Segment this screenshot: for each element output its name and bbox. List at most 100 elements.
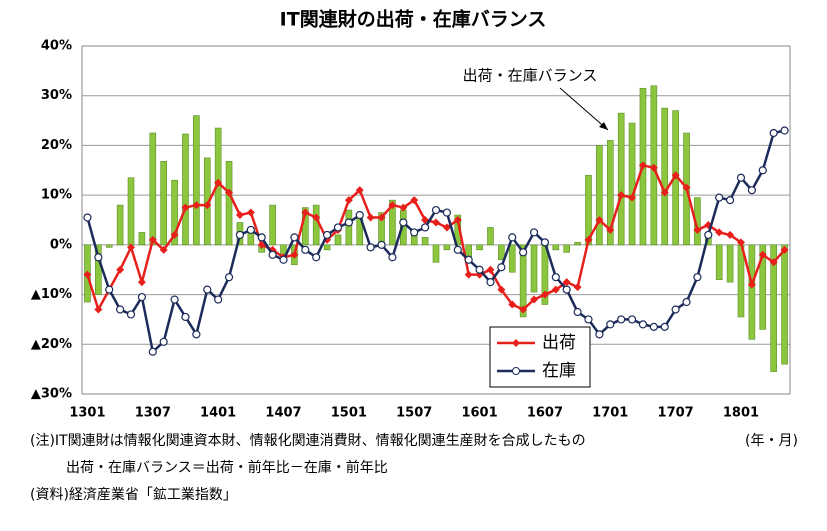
marker bbox=[725, 196, 735, 205]
marker bbox=[769, 258, 778, 267]
marker bbox=[638, 161, 647, 170]
chart-title: IT関連財の出荷・在庫バランス bbox=[280, 8, 547, 31]
bar bbox=[737, 244, 745, 318]
marker bbox=[562, 278, 571, 287]
marker bbox=[344, 196, 353, 205]
marker bbox=[170, 295, 179, 304]
marker bbox=[290, 233, 299, 242]
marker bbox=[203, 285, 212, 294]
marker bbox=[148, 235, 157, 244]
marker bbox=[159, 337, 168, 346]
marker bbox=[431, 205, 441, 215]
marker bbox=[780, 126, 789, 135]
marker bbox=[279, 255, 288, 264]
marker bbox=[312, 213, 321, 222]
bar bbox=[443, 244, 451, 251]
legend-marker bbox=[512, 339, 520, 347]
marker bbox=[170, 230, 179, 239]
marker bbox=[628, 193, 637, 202]
line bbox=[86, 163, 786, 313]
marker bbox=[627, 315, 637, 324]
y-tick-label: ▲20% bbox=[31, 337, 72, 352]
marker bbox=[682, 297, 691, 307]
marker bbox=[617, 191, 626, 200]
marker bbox=[388, 253, 397, 262]
marker bbox=[290, 250, 299, 259]
marker bbox=[736, 173, 746, 182]
x-tick-label: 1601 bbox=[461, 406, 497, 421]
line bbox=[86, 129, 785, 355]
x-tick-label: 1607 bbox=[527, 406, 563, 421]
marker bbox=[225, 188, 234, 197]
marker bbox=[322, 230, 332, 240]
x-unit-label: (年・月) bbox=[745, 433, 798, 449]
x-tick-label: 1701 bbox=[592, 406, 628, 421]
bar bbox=[563, 244, 571, 253]
marker bbox=[83, 270, 92, 279]
bar bbox=[781, 244, 788, 365]
marker bbox=[224, 273, 234, 282]
arrow-head bbox=[599, 122, 608, 130]
marker bbox=[671, 171, 680, 180]
marker bbox=[497, 285, 506, 294]
marker bbox=[551, 273, 560, 282]
marker bbox=[94, 253, 103, 262]
marker bbox=[660, 188, 669, 197]
marker bbox=[192, 330, 201, 339]
bar bbox=[160, 161, 167, 246]
marker bbox=[355, 210, 364, 220]
marker bbox=[257, 233, 266, 242]
bar bbox=[726, 244, 734, 283]
marker bbox=[453, 245, 462, 254]
marker bbox=[137, 292, 147, 302]
marker bbox=[715, 228, 724, 237]
marker bbox=[214, 295, 223, 304]
x-tick-label: 1307 bbox=[135, 406, 171, 421]
bar bbox=[715, 244, 723, 280]
marker bbox=[366, 213, 375, 222]
marker bbox=[726, 230, 735, 239]
bar bbox=[596, 145, 603, 246]
marker bbox=[475, 265, 484, 274]
bar bbox=[269, 204, 276, 246]
marker bbox=[246, 208, 255, 217]
marker bbox=[747, 186, 756, 195]
marker bbox=[312, 253, 321, 262]
marker bbox=[116, 305, 125, 314]
marker bbox=[355, 186, 364, 195]
bar bbox=[606, 140, 614, 246]
bar bbox=[323, 244, 331, 251]
marker bbox=[126, 310, 136, 319]
marker bbox=[94, 305, 103, 314]
bar bbox=[312, 204, 320, 246]
marker bbox=[377, 213, 386, 222]
annotation-arrow bbox=[559, 87, 609, 131]
marker bbox=[464, 255, 473, 264]
marker bbox=[682, 183, 691, 192]
marker bbox=[127, 243, 136, 252]
bar bbox=[748, 244, 756, 340]
bar bbox=[116, 204, 124, 246]
marker bbox=[442, 208, 451, 217]
bar bbox=[345, 209, 353, 246]
y-tick-label: ▲30% bbox=[31, 387, 72, 402]
bar bbox=[617, 112, 625, 246]
marker bbox=[769, 128, 778, 138]
marker bbox=[693, 225, 702, 234]
marker bbox=[486, 278, 495, 287]
marker bbox=[432, 218, 440, 227]
bar bbox=[138, 232, 146, 246]
marker bbox=[214, 178, 223, 187]
bar bbox=[628, 122, 636, 246]
x-tick-label: 1707 bbox=[658, 406, 694, 421]
marker bbox=[551, 285, 560, 294]
marker bbox=[399, 203, 408, 212]
marker bbox=[453, 216, 462, 224]
legend-label: 出荷 bbox=[542, 333, 576, 353]
note: 出荷・在庫バランス＝出荷・前年比－在庫・前年比 bbox=[66, 459, 388, 476]
marker bbox=[137, 278, 146, 287]
marker bbox=[508, 300, 517, 309]
marker bbox=[519, 248, 528, 257]
marker bbox=[235, 211, 244, 220]
